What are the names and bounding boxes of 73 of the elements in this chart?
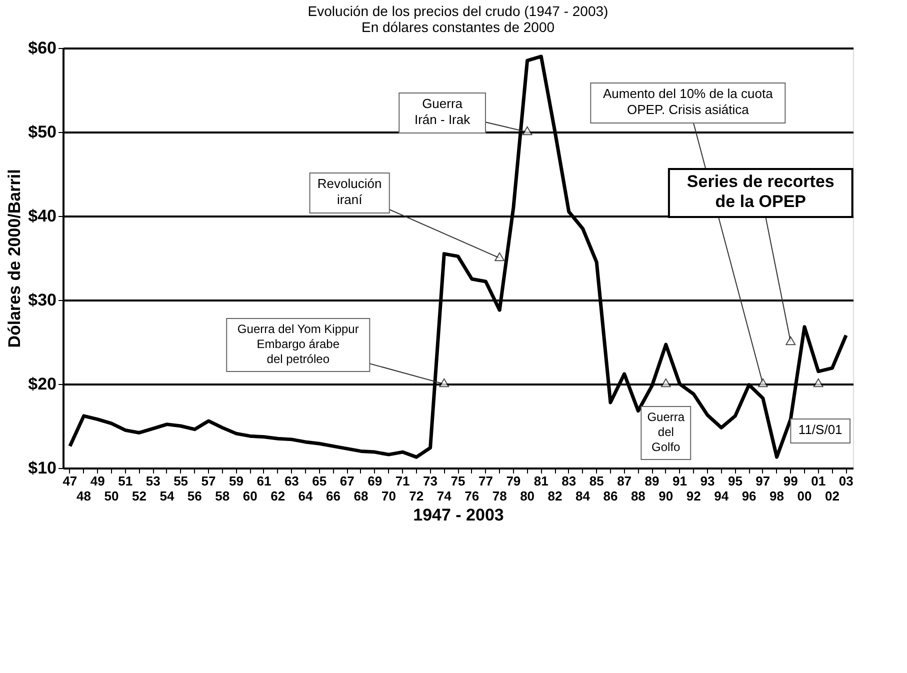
x-tick-label: 64: [298, 488, 314, 504]
x-tick-label: 54: [160, 488, 175, 504]
x-tick-label: 75: [450, 474, 466, 488]
x-tick-label: 49: [90, 474, 105, 488]
x-tick-label: 63: [284, 474, 299, 488]
x-tick-label: 95: [728, 474, 742, 488]
x-tick-label: 73: [423, 474, 438, 488]
x-tick-label: 59: [229, 474, 244, 488]
x-tick-label: 65: [312, 474, 327, 488]
x-tick-label: 67: [340, 474, 354, 488]
x-tick-label: 66: [326, 488, 340, 504]
y-tick-label: $60: [28, 38, 56, 58]
x-tick-label: 69: [368, 474, 382, 488]
x-tick-label: 77: [478, 474, 493, 488]
x-tick-label: 99: [783, 474, 798, 488]
x-tick-label: 56: [187, 488, 202, 504]
x-tick-label: 85: [589, 474, 604, 488]
x-tick-label: 57: [201, 474, 216, 488]
x-axis-title: 1947 - 2003: [413, 506, 504, 524]
x-tick-label: 60: [242, 488, 258, 504]
x-tick-label: 01: [811, 474, 826, 488]
annotation: Revolución iraní: [317, 176, 382, 207]
x-tick-label: 89: [644, 474, 660, 488]
x-tick-label: 47: [62, 474, 78, 488]
annotation: 11/S/01: [798, 422, 842, 437]
x-tick-label: 88: [630, 488, 646, 504]
x-tick-label: 79: [506, 474, 521, 488]
annotation: Guerra del Yom Kippur Embargo árabe del petróleo: [237, 322, 359, 366]
x-tick-label: 70: [381, 488, 396, 504]
annotation: Guerra Irán - Irak: [414, 96, 471, 127]
x-tick-label: 98: [770, 488, 784, 504]
x-tick-label: 55: [174, 474, 188, 488]
x-tick-label: 94: [714, 488, 730, 504]
x-tick-label: 58: [215, 488, 230, 504]
x-tick-label: 48: [76, 488, 92, 504]
x-tick-label: 91: [672, 474, 687, 488]
x-tick-label: 50: [104, 488, 119, 504]
x-tick-label: 97: [756, 474, 770, 488]
x-tick-label: 72: [409, 488, 424, 504]
annotation: Aumento del 10% de la cuota OPEP. Crisis asiática: [602, 86, 774, 117]
x-tick-label: 96: [742, 488, 756, 504]
x-tick-label: 81: [534, 474, 548, 488]
annotation: Guerra del Golfo: [647, 410, 685, 454]
x-tick-label: 80: [520, 488, 535, 504]
x-tick-label: 61: [256, 474, 272, 488]
x-tick-label: 74: [436, 488, 452, 504]
y-tick-label: $50: [28, 122, 56, 142]
annotation: Series de recortes de la OPEP: [686, 172, 834, 211]
x-tick-label: 78: [492, 488, 507, 504]
x-tick-label: 87: [617, 474, 632, 488]
x-tick-label: 90: [658, 488, 674, 504]
y-tick-label: $10: [28, 458, 56, 478]
x-tick-label: 92: [686, 488, 701, 504]
chart-title: Evolución de los precios del crudo (1947 - 2003) En dólares constantes de 2000: [308, 3, 608, 35]
x-tick-label: 53: [146, 474, 160, 488]
y-axis-title: Dólares de 2000/Barril: [5, 169, 24, 348]
x-tick-label: 93: [700, 474, 715, 488]
x-tick-label: 03: [838, 474, 854, 488]
x-tick-label: 83: [562, 474, 576, 488]
x-tick-label: 71: [395, 474, 410, 488]
x-tick-label: 82: [548, 488, 562, 504]
x-tick-label: 02: [824, 488, 840, 504]
x-tick-label: 68: [354, 488, 368, 504]
x-tick-label: 51: [118, 474, 133, 488]
x-tick-label: 52: [132, 488, 146, 504]
x-tick-label: 84: [576, 488, 591, 504]
y-tick-label: $40: [28, 206, 56, 226]
x-tick-label: 76: [464, 488, 480, 504]
x-tick-label: 62: [270, 488, 286, 504]
y-tick-label: $20: [28, 374, 56, 394]
y-tick-label: $30: [28, 290, 56, 310]
x-tick-label: 00: [797, 488, 812, 504]
x-tick-label: 86: [603, 488, 618, 504]
